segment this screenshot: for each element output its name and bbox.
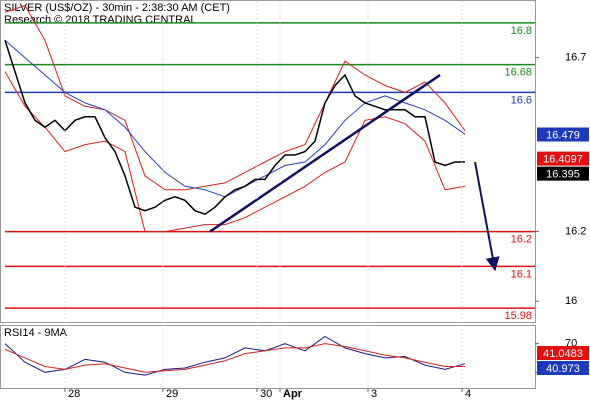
series-line (4, 343, 465, 373)
level-label: 15.98 (504, 310, 532, 322)
x-tick-label: 29 (166, 388, 178, 400)
x-tick-label: 4 (465, 388, 471, 400)
x-tick-label: 28 (68, 388, 80, 400)
series-line (4, 335, 466, 376)
value-box (537, 346, 589, 360)
y-tick-label: 16 (565, 295, 577, 307)
value-box (537, 361, 589, 375)
level-label: 16.1 (511, 268, 532, 280)
trend-line (209, 74, 441, 233)
x-tick-label: 30 (260, 388, 272, 400)
value-box-label: 40.973 (546, 363, 580, 375)
y-tick-label: 16.2 (565, 225, 586, 237)
level-label: 16.6 (511, 94, 532, 106)
price-box-label: 16.4097 (543, 154, 583, 166)
rsi-title: RSI14 - 9MA (4, 327, 68, 339)
value-box-label: 41.0483 (543, 348, 583, 360)
level-label: 16.2 (511, 233, 532, 245)
price-box-label: 16.395 (546, 169, 580, 181)
price-box (537, 151, 589, 166)
level-label: 16.8 (511, 25, 532, 37)
level-label: 16.68 (504, 67, 532, 79)
price-box (537, 166, 589, 181)
series-line (4, 4, 466, 191)
main-frame (0, 0, 536, 323)
x-tick-label: 3 (371, 388, 377, 400)
x-tick-label: Apr (283, 388, 303, 400)
price-box-label: 16.479 (546, 129, 580, 141)
series-line (4, 71, 466, 233)
y-tick-label: 16.7 (565, 52, 586, 64)
forecast-arrow (474, 161, 500, 272)
price-box (537, 127, 589, 142)
rsi-frame (0, 325, 536, 389)
series-line (4, 39, 466, 198)
chart-title: SILVER (US$/OZ) - 30min - 2:38:30 AM (CE… (4, 2, 230, 14)
